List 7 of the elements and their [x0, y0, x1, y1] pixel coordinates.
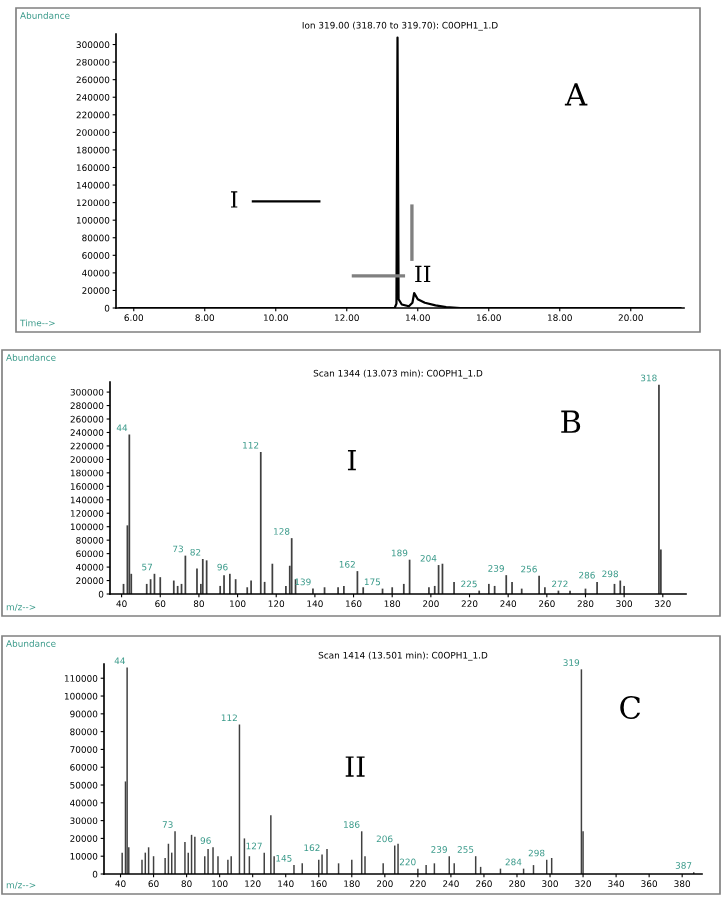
annotation: I — [347, 449, 356, 471]
annotation: I — [230, 191, 238, 208]
annotation: II — [345, 756, 365, 777]
annotation: II — [415, 265, 431, 283]
annotation: C — [620, 695, 641, 720]
annotation: B — [561, 410, 581, 433]
annotation: A — [564, 83, 588, 106]
